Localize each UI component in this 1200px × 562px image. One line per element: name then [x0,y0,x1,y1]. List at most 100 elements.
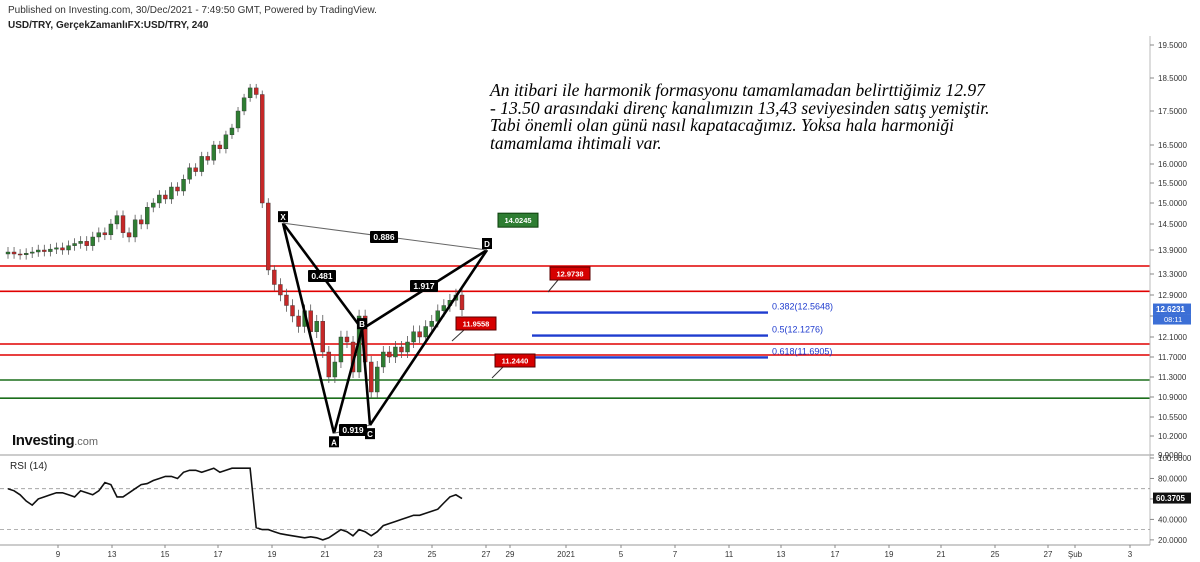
ratio-label: 0.481 [311,271,333,281]
ratio-box [370,231,398,243]
time-tick-label: 25 [991,550,1000,559]
candle-body [78,241,83,244]
harmonic-leg [360,329,372,426]
rsi-title: RSI (14) [10,461,48,472]
candle-body [429,321,434,327]
rsi-tick-label: 40.0000 [1158,515,1187,524]
candle-body [199,156,204,172]
candle-body [187,167,192,180]
candle-body [217,144,223,149]
price-tick-label: 16.0000 [1158,160,1187,169]
candle-body [17,253,23,256]
time-tick-label: 15 [161,550,170,559]
candle-body [30,251,35,254]
candle-body [175,186,180,192]
candle-body [132,219,138,238]
candle-body [435,310,440,322]
time-tick-label: 3 [1128,550,1133,559]
candle-body [290,305,295,317]
candle-body [11,251,17,255]
fib-label: 0.382(12.5648) [772,302,833,312]
price-tag-leader [491,366,504,379]
time-tick-label: 5 [619,550,624,559]
pattern-point-label: C [367,430,373,439]
candle-body [193,167,198,172]
target-tag-label: 14.0245 [504,216,531,225]
candle-body [332,361,338,378]
price-tick-label: 11.7000 [1158,353,1187,362]
price-tag-box [549,266,591,281]
price-tick-label: 9.9000 [1158,451,1183,460]
time-tick-label: 27 [482,550,491,559]
fib-label: 0.5(12.1276) [772,325,823,335]
time-tick-label: 29 [506,550,515,559]
symbol-title: USD/TRY, GerçekZamanlıFX:USD/TRY, 240 [8,20,209,31]
time-tick-label: 17 [214,550,223,559]
candle-body [296,315,301,327]
candle-body [393,346,398,358]
candle-body [145,206,150,225]
ratio-label: 0.886 [373,232,395,242]
price-tag-leader [547,279,559,293]
candle-body [344,336,350,343]
candle-body [369,361,374,393]
candle-body [241,97,247,112]
candle-body [60,247,65,251]
ratio-box [410,280,438,292]
price-tick-label: 12.9000 [1158,291,1187,300]
candle-body [102,232,108,236]
candle-body [459,294,465,310]
candle-body [423,326,428,338]
time-tick-label: 25 [428,550,437,559]
price-tick-label: 17.5000 [1158,107,1187,116]
candle-body [42,249,47,252]
candle-body [260,94,265,204]
candle-body [229,127,235,135]
price-tag-label: 11.9558 [463,320,490,329]
candle-body [108,223,114,236]
price-tick-label: 13.9000 [1158,246,1187,255]
rsi-tick-label: 100.0000 [1158,454,1192,463]
candle-body [278,284,283,296]
price-tick-label: 10.9000 [1158,393,1187,402]
pattern-point-box [357,318,367,330]
candle-body [5,251,11,255]
pattern-point-box [329,436,339,448]
candle-body [120,215,126,233]
candle-body [163,194,168,200]
candle-body [253,87,259,95]
price-tag-box [455,316,497,331]
time-tick-label: 13 [108,550,117,559]
candle-body [411,331,416,343]
candle-body [375,366,380,393]
candle-body [320,321,325,353]
candle-body [90,236,95,246]
price-tick-label: 16.5000 [1158,141,1187,150]
candle-body [284,294,289,306]
candle-body [169,186,174,200]
ratio-label: 1.917 [413,281,435,291]
rsi-tick-label: 20.0000 [1158,536,1187,545]
candle-body [417,331,422,338]
candle-body [114,215,120,225]
candle-body [48,248,53,252]
rsi-tick-label: 80.0000 [1158,474,1187,483]
target-tag-box [497,212,539,228]
candle-body [314,321,319,332]
time-tick-label: 23 [374,550,383,559]
price-tag-box [494,353,536,368]
price-tag-leader [451,329,465,342]
rsi-current-badge [1153,492,1191,504]
rsi-line [7,467,463,541]
price-tick-label: 15.0000 [1158,199,1187,208]
rsi-current-label: 60.3705 [1156,494,1185,503]
candle-body [441,305,447,311]
candle-body [381,351,386,368]
candle-body [84,241,89,246]
candle-body [211,144,217,161]
time-tick-label: 11 [725,550,734,559]
candle-body [126,232,132,238]
candle-body [151,202,156,208]
time-tick-label: 19 [885,550,894,559]
